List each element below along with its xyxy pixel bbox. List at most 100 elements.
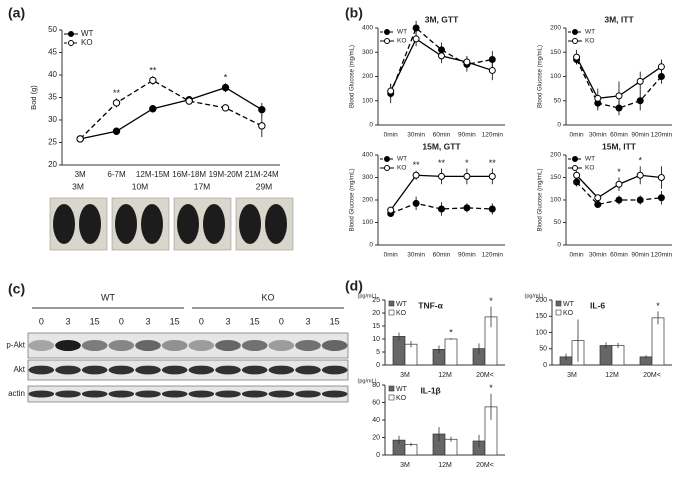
y-tick-label: 150: [550, 49, 561, 56]
blot-band: [295, 390, 321, 398]
bar: [392, 336, 406, 366]
blot-band: [135, 340, 161, 351]
blot-band: [135, 390, 161, 398]
x-tick-label: 120min: [651, 252, 673, 259]
mouse: [177, 204, 199, 244]
blot-band: [188, 390, 215, 398]
x-tick-label: 60min: [433, 132, 451, 139]
blot-lane-label: 3: [225, 316, 230, 326]
point: [412, 199, 420, 207]
blot-band: [268, 340, 295, 351]
x-tick-label: 30min: [589, 252, 607, 259]
legend-marker: [384, 29, 390, 35]
photo-label: 10M: [132, 181, 149, 191]
blot-band: [241, 390, 268, 398]
legend-label: KO: [396, 395, 407, 402]
blot-lane-label: 0: [279, 316, 284, 326]
point: [221, 83, 230, 92]
x-tick-label: 30min: [407, 132, 425, 139]
x-tick-label: 3M: [400, 372, 410, 379]
y-tick-label: 5: [376, 349, 380, 356]
y-tick-label: 80: [372, 382, 380, 389]
y-tick-label: 0: [557, 242, 561, 249]
point: [636, 171, 644, 179]
x-tick-label: 120min: [482, 132, 504, 139]
blot-band: [215, 365, 241, 375]
y-tick-label: 50: [554, 219, 562, 226]
chart-title: 3M, ITT: [604, 14, 634, 24]
y-tick-label: 100: [550, 73, 561, 80]
mouse: [203, 204, 225, 244]
y-tick-label: 300: [362, 174, 373, 181]
point: [387, 87, 395, 95]
point: [112, 127, 121, 135]
x-tick-label: 0min: [384, 252, 398, 259]
blot-band: [241, 340, 268, 351]
y-tick-label: 150: [550, 174, 561, 181]
point: [636, 196, 644, 204]
y-axis-label: Blood Glucose (mg/mL): [538, 45, 544, 108]
y-tick-label: 50: [554, 97, 562, 104]
series-line: [80, 86, 263, 140]
x-tick-label: 21M-24M: [245, 170, 279, 179]
y-tick-label: 300: [362, 49, 373, 56]
legend-label: WT: [396, 301, 408, 308]
blot-lane-label: 15: [250, 316, 260, 326]
y-tick-label: 200: [362, 73, 373, 80]
blot-lane-label: 15: [330, 316, 340, 326]
chart-title: 15M, ITT: [602, 141, 637, 151]
y-tick-label: 0: [376, 362, 380, 369]
series-line: [576, 59, 662, 109]
blot-band: [108, 365, 135, 375]
point: [573, 53, 581, 61]
y-tick-label: 200: [362, 197, 373, 204]
x-tick-label: 30min: [589, 132, 607, 139]
legend-marker: [384, 38, 390, 44]
blot-band: [55, 340, 81, 351]
y-tick-label: 200: [550, 25, 561, 32]
legend-swatch: [555, 300, 562, 307]
legend-label: WT: [585, 29, 595, 36]
y-tick-label: 20: [372, 434, 380, 441]
x-tick-label: 19M-20M: [209, 170, 243, 179]
mouse: [53, 204, 75, 244]
point: [463, 172, 471, 180]
blot-band: [215, 390, 241, 398]
x-tick-label: 60min: [610, 252, 628, 259]
x-tick-label: 90min: [458, 252, 476, 259]
bar: [651, 317, 665, 366]
blot-row-label: actin: [8, 389, 25, 398]
legend-label: KO: [397, 165, 406, 172]
legend-label: WT: [81, 29, 94, 38]
blot-lane-label: 0: [39, 316, 44, 326]
blot-band: [28, 340, 55, 351]
y-tick-label: 40: [48, 70, 57, 79]
x-tick-label: 30min: [407, 252, 425, 259]
point: [412, 24, 420, 32]
legend-label: KO: [563, 310, 574, 317]
blot-band: [268, 390, 295, 398]
x-tick-label: 3M: [75, 170, 86, 179]
photo-label: 17M: [194, 181, 211, 191]
blot-lane-label: 0: [119, 316, 124, 326]
blot-group-label: WT: [101, 292, 115, 302]
blot-band: [321, 365, 348, 375]
x-tick-label: 0min: [570, 252, 584, 259]
bar: [611, 345, 625, 366]
x-tick-label: 120min: [651, 132, 673, 139]
legend-label: WT: [563, 301, 575, 308]
point: [594, 201, 602, 208]
photo-label: 3M: [72, 181, 84, 191]
mouse: [141, 204, 163, 244]
x-tick-label: 12M: [438, 372, 452, 379]
legend-swatch: [388, 309, 395, 316]
y-tick-label: 200: [535, 297, 547, 304]
photo-strip: [49, 197, 294, 251]
y-axis-label: (pg/mL): [358, 378, 377, 384]
blot-band: [161, 340, 188, 351]
chart-title: 15M, GTT: [422, 141, 461, 151]
y-tick-label: 45: [48, 48, 57, 57]
significance-mark: **: [438, 158, 446, 168]
y-axis-label: Blood Glucose (mg/mL): [350, 45, 356, 108]
significance-mark: *: [224, 72, 228, 82]
